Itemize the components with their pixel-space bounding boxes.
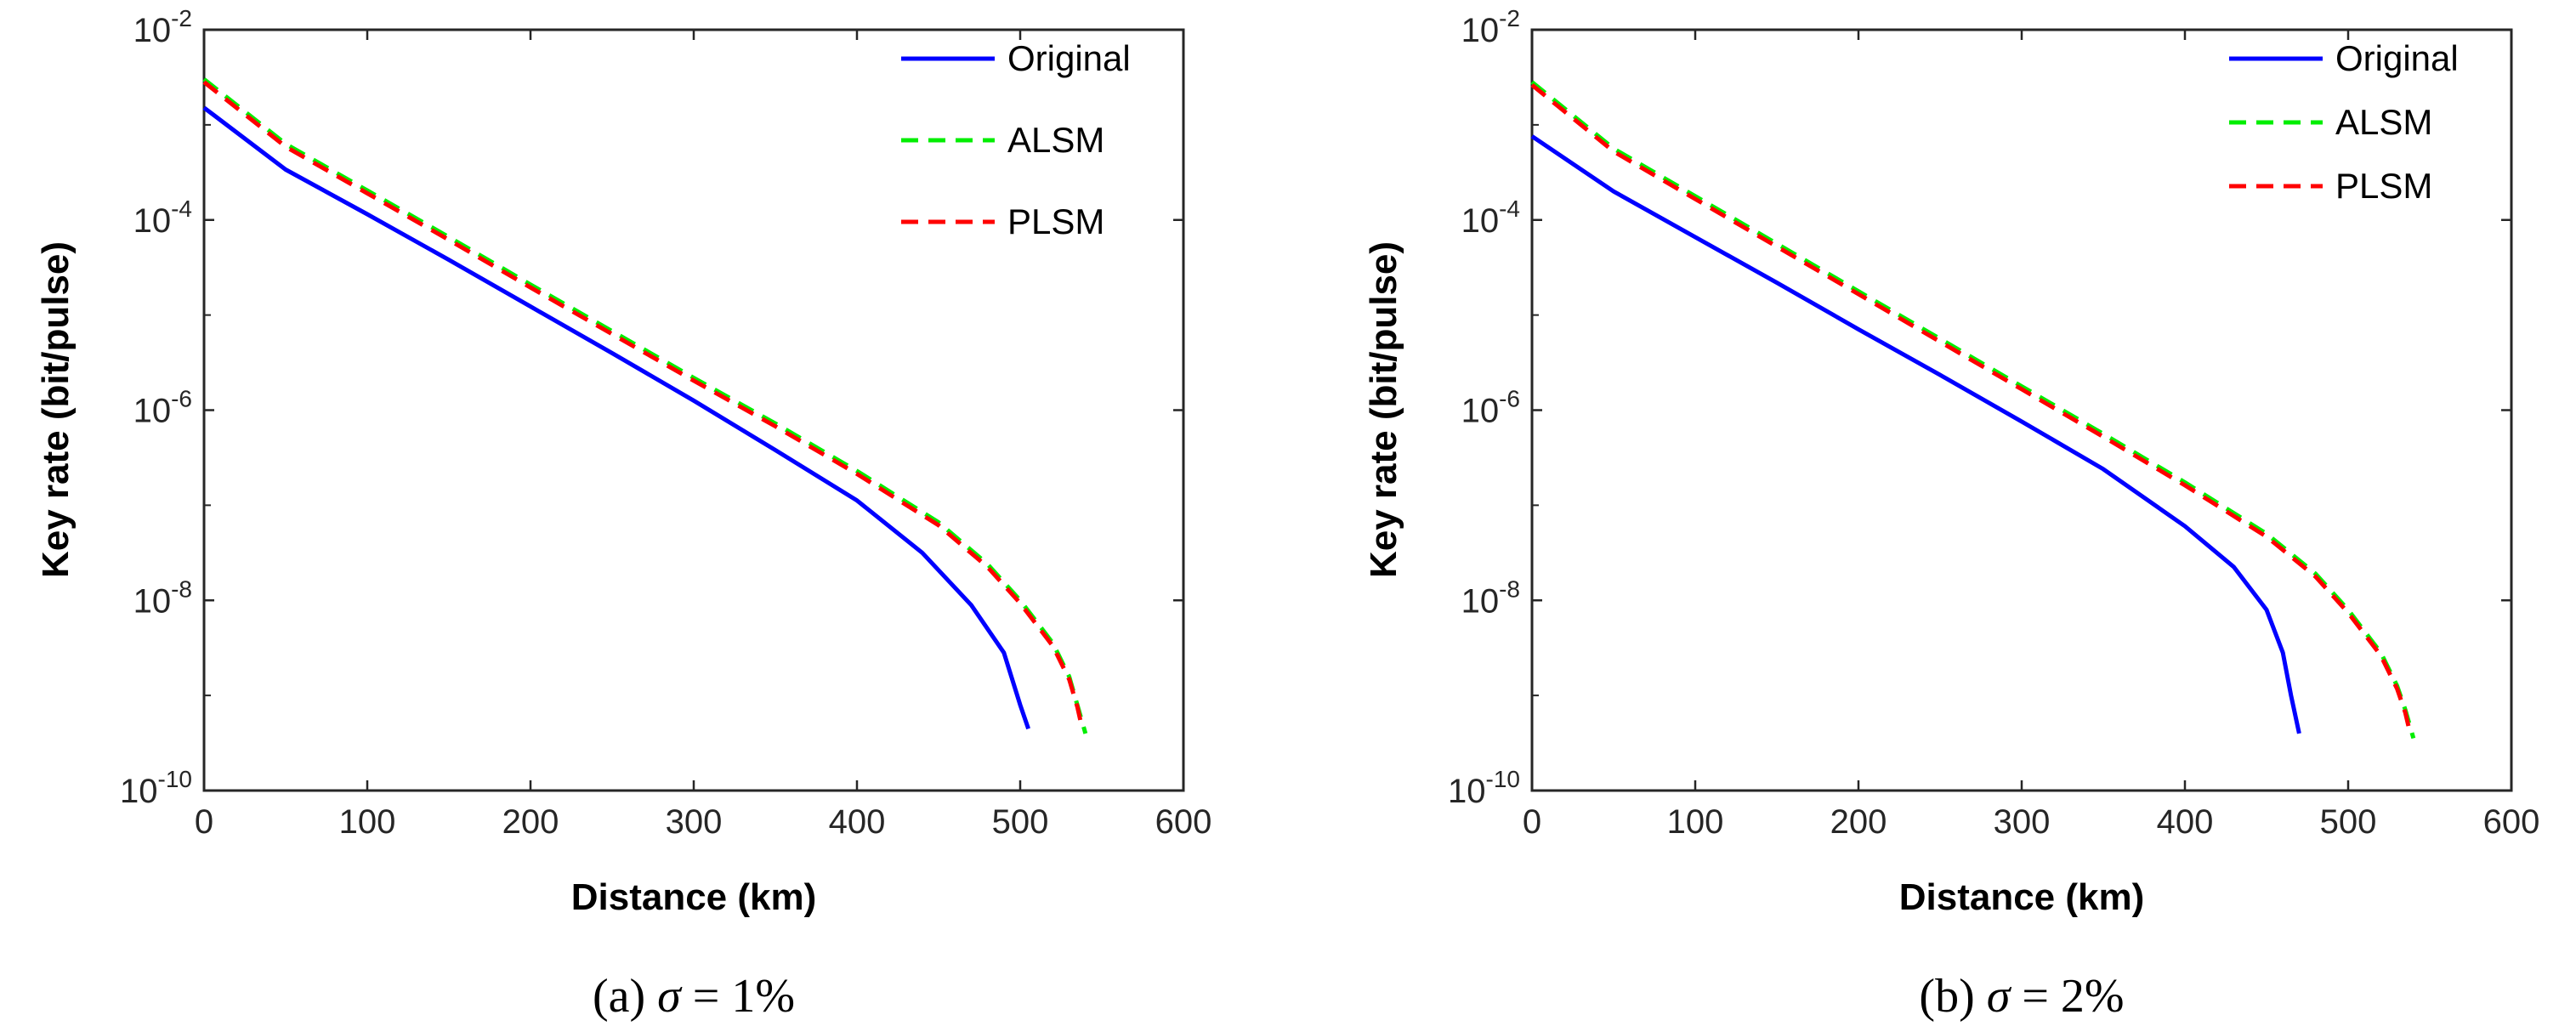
y-tick-base: 10: [1461, 12, 1500, 49]
y-tick-base: 10: [1461, 393, 1500, 430]
caption-symbol-a: σ: [657, 970, 683, 1023]
y-tick-base: 10: [1448, 773, 1486, 810]
series-line-plsm: [202, 80, 1085, 729]
y-tick-exponent: -10: [158, 766, 192, 792]
y-tick-base: 10: [133, 393, 172, 430]
x-tick-label: 600: [1155, 803, 1212, 841]
y-tick-base: 10: [133, 582, 172, 620]
caption-prefix-a: (a): [593, 970, 645, 1023]
caption-symbol-b: σ: [1987, 970, 2012, 1023]
caption-prefix-b: (b): [1919, 970, 1974, 1023]
legend-label-alsm: ALSM: [2335, 102, 2432, 142]
y-tick-base: 10: [1461, 582, 1500, 620]
y-tick-exponent: -6: [1499, 386, 1520, 412]
series-line-plsm: [1530, 82, 2413, 734]
y-tick-label: 10-2: [1461, 5, 1520, 49]
x-tick-label: 100: [339, 803, 396, 841]
y-tick-label: 10-10: [1448, 766, 1520, 810]
x-tick-label: 500: [2320, 803, 2377, 841]
x-tick-label: 0: [195, 803, 213, 841]
y-tick-base: 10: [133, 202, 172, 240]
x-tick-label: 0: [1523, 803, 1541, 841]
x-tick-label: 300: [666, 803, 723, 841]
legend-a: Original ALSM PLSM: [901, 38, 1131, 241]
y-axis-label-a: Key rate (bit/pulse): [35, 241, 77, 578]
y-tick-label: 10-8: [1461, 575, 1520, 620]
y-tick-exponent: -4: [171, 196, 192, 222]
chart-panel-a: 0 100 200 300 400 500 60010-210-410-610-810-10…: [35, 5, 1211, 1023]
x-tick-label: 500: [992, 803, 1049, 841]
y-tick-label: 10-6: [1461, 386, 1520, 430]
series-line-original: [1530, 134, 2301, 734]
x-tick-label: 100: [1667, 803, 1724, 841]
x-tick-label: 200: [502, 803, 559, 841]
legend-label-plsm: PLSM: [1007, 201, 1104, 241]
y-tick-label: 10-2: [133, 5, 192, 49]
x-tick-label: 200: [1830, 803, 1887, 841]
y-tick-base: 10: [1461, 202, 1500, 240]
y-tick-exponent: -2: [1499, 5, 1520, 31]
y-tick-exponent: -8: [171, 575, 192, 602]
y-tick-exponent: -4: [1499, 196, 1520, 222]
x-tick-label: 600: [2483, 803, 2540, 841]
plot-area-b: [1530, 28, 2513, 792]
y-tick-exponent: -6: [171, 386, 192, 412]
x-tick-label: 400: [829, 803, 886, 841]
x-tick-label: 300: [1994, 803, 2051, 841]
y-tick-label: 10-8: [133, 575, 192, 620]
x-tick-label: 400: [2157, 803, 2214, 841]
legend-label-original: Original: [1007, 38, 1131, 78]
caption-a: (a) σ = 1%: [593, 970, 795, 1023]
chart-panel-b: 0 100 200 300 400 500 60010-210-410-610-810-10…: [1363, 5, 2539, 1023]
series-line-original: [202, 105, 1030, 730]
x-axis-label-a: Distance (km): [571, 876, 817, 918]
x-axis-label-b: Distance (km): [1899, 876, 2145, 918]
y-tick-label: 10-4: [1461, 196, 1520, 240]
legend-label-original: Original: [2335, 38, 2459, 78]
caption-rest-a: = 1%: [681, 970, 795, 1023]
legend-label-alsm: ALSM: [1007, 120, 1104, 160]
y-tick-label: 10-6: [133, 386, 192, 430]
y-tick-exponent: -8: [1499, 575, 1520, 602]
y-tick-label: 10-10: [120, 766, 192, 810]
y-tick-base: 10: [120, 773, 158, 810]
legend-b: Original ALSM PLSM: [2229, 38, 2459, 206]
y-axis-label-b: Key rate (bit/pulse): [1363, 241, 1404, 578]
y-tick-label: 10-4: [133, 196, 192, 240]
legend-label-plsm: PLSM: [2335, 166, 2432, 206]
caption-b: (b) σ = 2%: [1919, 970, 2124, 1023]
y-tick-base: 10: [133, 12, 172, 49]
y-tick-exponent: -2: [171, 5, 192, 31]
y-tick-exponent: -10: [1486, 766, 1520, 792]
caption-rest-b: = 2%: [2010, 970, 2124, 1023]
